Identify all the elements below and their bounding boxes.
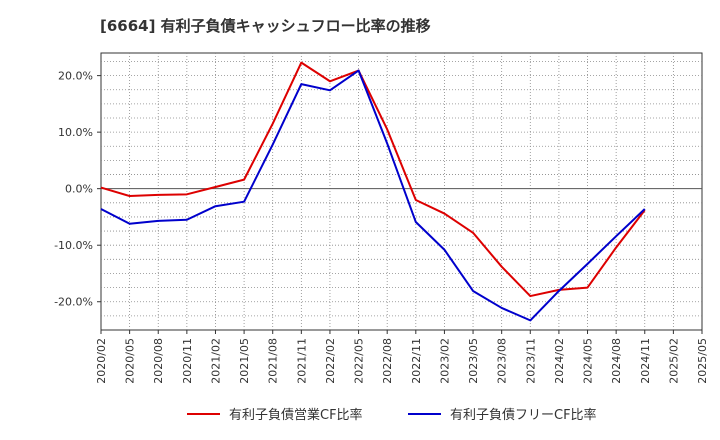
y-tick-label: 0.0% — [65, 183, 93, 196]
x-tick-label: 2022/02 — [324, 338, 337, 384]
x-tick-label: 2020/11 — [181, 338, 194, 384]
x-tick-label: 2024/05 — [582, 338, 595, 384]
y-tick-label: -10.0% — [54, 239, 93, 252]
x-tick-label: 2023/02 — [438, 338, 451, 384]
y-tick-label: 10.0% — [58, 126, 93, 139]
x-tick-label: 2022/08 — [381, 338, 394, 384]
x-tick-label: 2025/02 — [667, 338, 680, 384]
x-tick-label: 2022/05 — [353, 338, 366, 384]
x-tick-label: 2020/05 — [124, 338, 137, 384]
x-tick-label: 2021/08 — [267, 338, 280, 384]
y-tick-label: 20.0% — [58, 70, 93, 83]
y-tick-label: -20.0% — [54, 296, 93, 309]
x-tick-label: 2024/08 — [610, 338, 623, 384]
x-axis: 2020/02 2020/05 2020/08 2020/11 2021/02 2021/… — [95, 330, 709, 384]
series-line-1 — [100, 61, 646, 298]
x-tick-label: 2020/08 — [152, 338, 165, 384]
x-tick-label: 2021/11 — [295, 338, 308, 384]
chart-title: [6664] 有利子負債キャッシュフロー比率の推移 — [100, 17, 431, 35]
series-group — [100, 61, 646, 322]
plot-frame — [100, 52, 703, 331]
x-tick-label: 2024/02 — [553, 338, 566, 384]
plot-area — [100, 52, 703, 331]
legend-label-1: 有利子負債営業CF比率 — [229, 407, 363, 423]
x-tick-label: 2021/05 — [238, 338, 251, 384]
x-tick-label: 2023/08 — [496, 338, 509, 384]
x-tick-label: 2024/11 — [639, 338, 652, 384]
legend: 有利子負債営業CF比率 有利子負債フリーCF比率 — [187, 407, 597, 423]
x-tick-label: 2025/05 — [696, 338, 709, 384]
series-line-2 — [100, 69, 646, 322]
x-tick-label: 2023/11 — [524, 338, 537, 384]
x-tick-label: 2023/05 — [467, 338, 480, 384]
x-tick-label: 2022/11 — [410, 338, 423, 384]
x-tick-label: 2020/02 — [95, 338, 108, 384]
y-axis: 20.0% 10.0% 0.0% -10.0% -20.0% — [54, 70, 101, 309]
x-tick-label: 2021/02 — [209, 338, 222, 384]
legend-label-2: 有利子負債フリーCF比率 — [450, 407, 597, 423]
